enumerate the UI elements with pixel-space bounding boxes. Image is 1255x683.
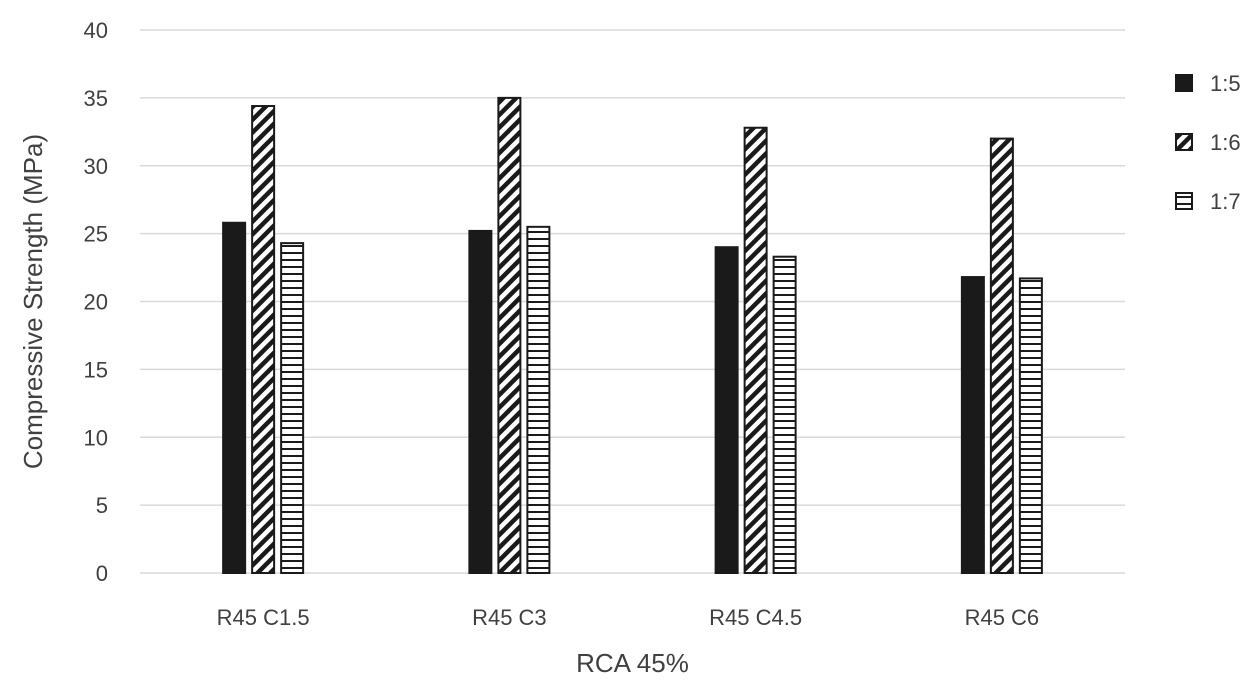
legend: 1:5 1:6 1:7 [1175,71,1241,214]
legend-swatch [1175,74,1193,92]
y-tick-label: 25 [84,222,108,247]
legend-label: 1:6 [1210,130,1241,155]
legend-label: 1:5 [1210,71,1241,96]
bar-1-5-0 [222,221,247,574]
y-tick-label: 10 [84,425,108,450]
bar-1-6-3 [989,137,1014,574]
y-tick-label: 5 [96,493,108,518]
y-tick-label: 40 [84,18,108,43]
bar-1-5-3 [960,276,985,574]
bar-1-7-3 [1018,277,1043,574]
bars [222,96,1043,575]
bar-1-6-2 [743,126,768,575]
x-axis-ticks: R45 C1.5 R45 C3 R45 C4.5 R45 C6 [217,605,1040,630]
y-tick-label: 0 [96,561,108,586]
x-axis-title: RCA 45% [576,648,689,678]
bar-1-7-2 [772,255,797,574]
x-tick-label: R45 C6 [965,605,1040,630]
y-axis-ticks: 0 5 10 15 20 25 30 35 40 [84,18,108,586]
bar-1-5-1 [468,229,493,574]
gridlines [140,29,1125,574]
y-tick-label: 30 [84,154,108,179]
y-tick-label: 35 [84,86,108,111]
bar-1-7-1 [526,225,551,574]
bar-1-7-0 [280,242,305,574]
x-tick-label: R45 C1.5 [217,605,310,630]
y-axis-title: Compressive Strength (MPa) [18,134,48,469]
y-tick-label: 20 [84,290,108,315]
bar-1-6-1 [497,96,522,574]
bar-1-6-0 [251,105,276,575]
legend-label: 1:7 [1210,189,1241,214]
x-tick-label: R45 C3 [472,605,547,630]
bar-1-5-2 [714,246,739,574]
legend-swatch [1175,192,1193,210]
x-tick-label: R45 C4.5 [709,605,802,630]
legend-swatch [1175,133,1193,151]
y-tick-label: 15 [84,357,108,382]
